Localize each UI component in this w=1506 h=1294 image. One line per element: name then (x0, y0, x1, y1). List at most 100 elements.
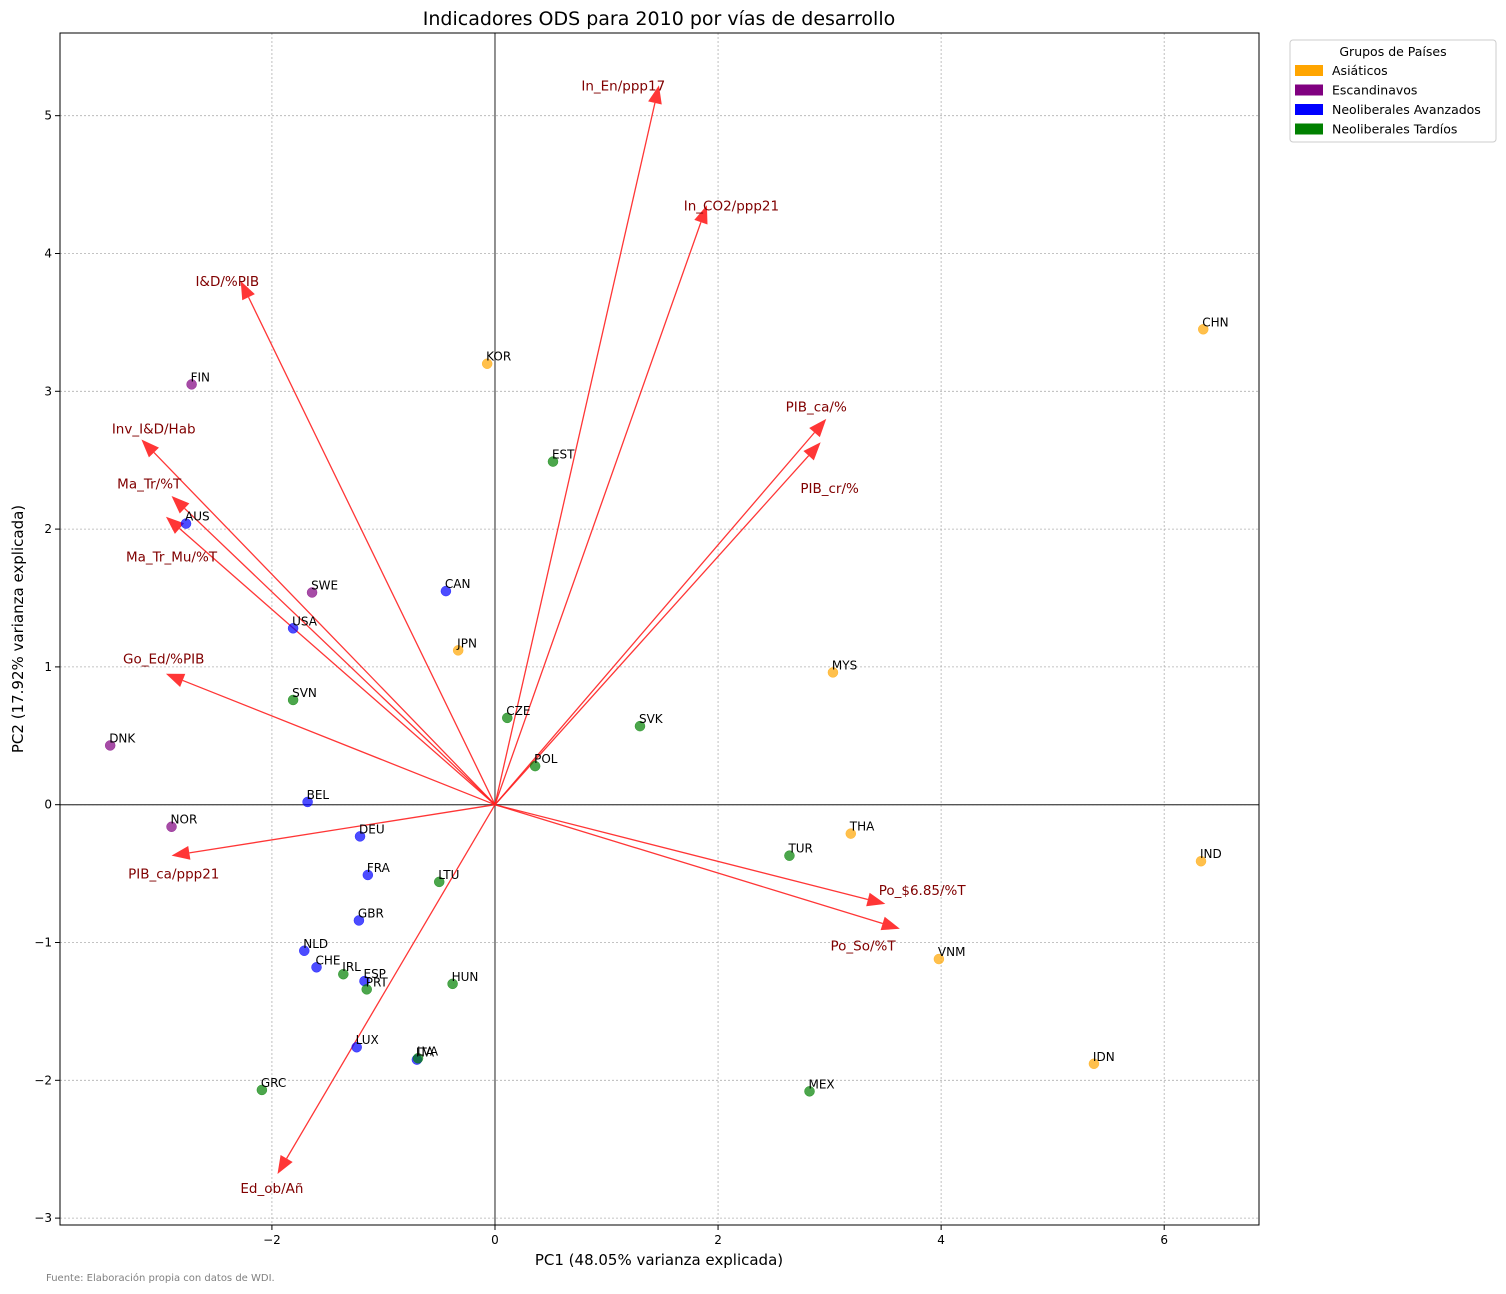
data-point (351, 1041, 362, 1053)
data-point (306, 587, 318, 598)
data-point (302, 796, 313, 808)
loading-arrow-shaft (182, 679, 496, 806)
point-label: NLD (303, 937, 328, 951)
data-points (104, 324, 1209, 1097)
point-label: SWE (311, 578, 338, 592)
data-point (287, 694, 299, 706)
x-tick-label: 4 (937, 1233, 945, 1247)
zero-lines (60, 33, 1259, 1225)
point-label: KOR (486, 350, 511, 364)
data-point (452, 645, 464, 656)
legend-box (1289, 39, 1497, 143)
data-point (440, 585, 452, 597)
legend-title: Grupos de Países (1339, 44, 1446, 59)
data-point (447, 978, 458, 990)
loading-arrow-shaft (494, 804, 883, 925)
loading-arrow-head (277, 1154, 293, 1175)
point-label: CAN (445, 577, 471, 591)
loading-arrow-shaft (184, 507, 496, 806)
loading-arrow-head (165, 673, 186, 687)
loading-arrow-shaft (494, 804, 869, 901)
legend-swatch (1295, 104, 1323, 115)
data-point (287, 623, 299, 634)
x-tick-label: 6 (1160, 1233, 1168, 1247)
legend-entry: Asiáticos (1332, 63, 1388, 78)
data-point (845, 828, 857, 839)
y-tick-label: 1 (44, 660, 52, 674)
y-tick-label: 5 (44, 109, 52, 123)
point-label: DEU (359, 822, 385, 836)
point-label: USA (292, 614, 318, 628)
loading-label: Inv_I&D/Hab (112, 421, 196, 437)
plot-frame (59, 32, 1260, 1226)
loading-arrow-head (171, 496, 190, 514)
loading-arrow-shaft (494, 432, 816, 806)
data-point (104, 740, 116, 751)
loading-label: In_CO2/ppp21 (684, 198, 779, 214)
legend-entry: Neoliberales Avanzados (1332, 102, 1481, 117)
y-tick-label: −3 (34, 1211, 52, 1225)
x-axis-ticks: −2 0 2 4 6 (263, 1225, 1168, 1247)
data-point (311, 962, 322, 973)
point-label: AUS (185, 510, 210, 524)
loading-arrow-head (803, 442, 821, 461)
y-tick-label: 2 (44, 522, 52, 536)
data-point (827, 667, 839, 678)
data-point (256, 1084, 268, 1096)
y-tick-label: −2 (34, 1073, 52, 1087)
point-label: CZE (506, 704, 530, 718)
loading-label: Ma_Tr_Mu/%T (126, 550, 218, 566)
loading-label: PIB_ca/ppp21 (128, 867, 219, 883)
point-label: JPN (456, 636, 477, 650)
data-point (933, 953, 945, 965)
data-point (1088, 1058, 1100, 1070)
point-label: POL (534, 752, 558, 766)
loading-arrow-shaft (247, 296, 496, 805)
loading-arrow-shaft (494, 455, 810, 806)
loading-arrow-shaft (153, 451, 496, 806)
loading-arrow-shaft (286, 804, 496, 1159)
x-axis-label: PC1 (48.05% varianza explicada) (535, 1251, 783, 1269)
loading-arrow-shaft (494, 102, 656, 805)
y-axis-label: PC2 (17.92% varianza explicada) (9, 505, 27, 753)
data-point (412, 1053, 424, 1064)
legend-swatch (1295, 84, 1323, 96)
point-label: GRC (261, 1076, 286, 1090)
point-label: SVK (639, 712, 664, 726)
loading-arrow-head (694, 205, 708, 225)
legend-entry: Escandinavos (1332, 83, 1417, 98)
point-label: LTU (438, 868, 459, 882)
data-point (299, 945, 310, 957)
point-label: SVN (292, 686, 317, 700)
loading-label: Po_So/%T (830, 938, 896, 954)
data-point (353, 915, 365, 926)
loading-arrow-shaft (179, 528, 496, 806)
data-point (361, 984, 372, 995)
loading-arrow-head (648, 85, 662, 105)
legend-swatch (1295, 65, 1323, 76)
loading-arrow-head (165, 516, 185, 534)
data-point (166, 821, 177, 832)
point-label: GBR (358, 906, 384, 920)
loading-label: Ed_ob/Añ (240, 1181, 303, 1197)
point-label: EST (552, 448, 575, 462)
point-label: FRA (367, 861, 391, 875)
point-labels: CHN KOR JPN MYS THA IND VNM IDN FIN SWE DNK NOR AUS C… (109, 315, 1228, 1091)
point-label: ITA (416, 1046, 435, 1060)
loading-labels: In_En/ppp17 In_CO2/ppp21 I&D/%PIB PIB_ca/% P… (112, 78, 967, 1196)
data-point (547, 456, 559, 467)
x-tick-label: 2 (714, 1233, 722, 1247)
point-label: LUX (356, 1033, 379, 1047)
data-point (634, 720, 646, 732)
loading-arrow-head (880, 916, 900, 931)
point-label: CHN (1202, 315, 1228, 329)
data-point (180, 518, 192, 529)
loading-arrow-head (866, 892, 886, 907)
point-label: TUR (787, 842, 812, 856)
point-label: LVA (417, 1044, 439, 1058)
data-point (502, 712, 513, 724)
x-tick-label: 0 (491, 1233, 499, 1247)
loading-arrows (141, 85, 900, 1175)
point-label: DNK (109, 731, 136, 745)
